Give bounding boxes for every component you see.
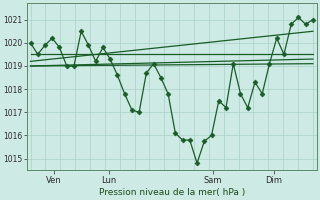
X-axis label: Pression niveau de la mer( hPa ): Pression niveau de la mer( hPa ) bbox=[99, 188, 245, 197]
